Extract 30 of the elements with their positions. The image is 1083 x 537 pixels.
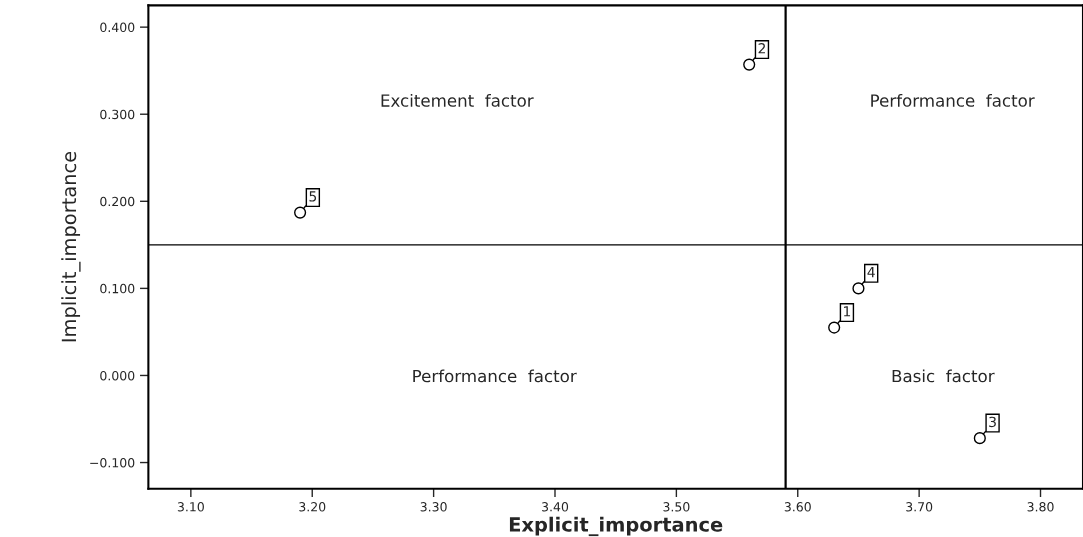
point [828, 321, 841, 334]
y-tick-label: −0.100 [90, 458, 135, 468]
x-tick-label: 3.20 [299, 502, 326, 512]
point [852, 282, 865, 295]
x-tick-label: 3.60 [784, 502, 811, 512]
x-tick-label: 3.80 [1027, 502, 1054, 512]
y-tick-label: 0.000 [100, 370, 135, 381]
annotation: Basic factor [892, 369, 995, 383]
point [973, 432, 986, 445]
annotation: Excitement factor [381, 93, 534, 107]
y-tick-label: 0.200 [100, 196, 135, 207]
x-tick-label: 3.30 [420, 502, 447, 512]
point [294, 206, 307, 219]
annotation: 4 [867, 267, 875, 278]
annotation: 5 [309, 191, 317, 202]
x-tick-label: 3.70 [906, 502, 933, 512]
point [743, 58, 756, 71]
x-axis-title: Explicit_importance [509, 516, 723, 537]
y-tick-label: 0.100 [100, 283, 135, 294]
x-tick-label: 3.10 [177, 502, 204, 512]
annotation: 2 [758, 43, 765, 54]
annotation: 1 [844, 306, 851, 317]
x-tick-label: 3.50 [663, 502, 690, 512]
annotation: 3 [989, 416, 996, 428]
y-tick-label: 0.300 [100, 109, 135, 120]
annotation: Performance factor [871, 93, 1035, 107]
y-axis-title: Implicit_importance [61, 151, 81, 342]
y-tick-label: 0.400 [100, 22, 135, 33]
annotation: Performance factor [413, 369, 577, 383]
x-tick-label: 3.40 [542, 502, 569, 512]
